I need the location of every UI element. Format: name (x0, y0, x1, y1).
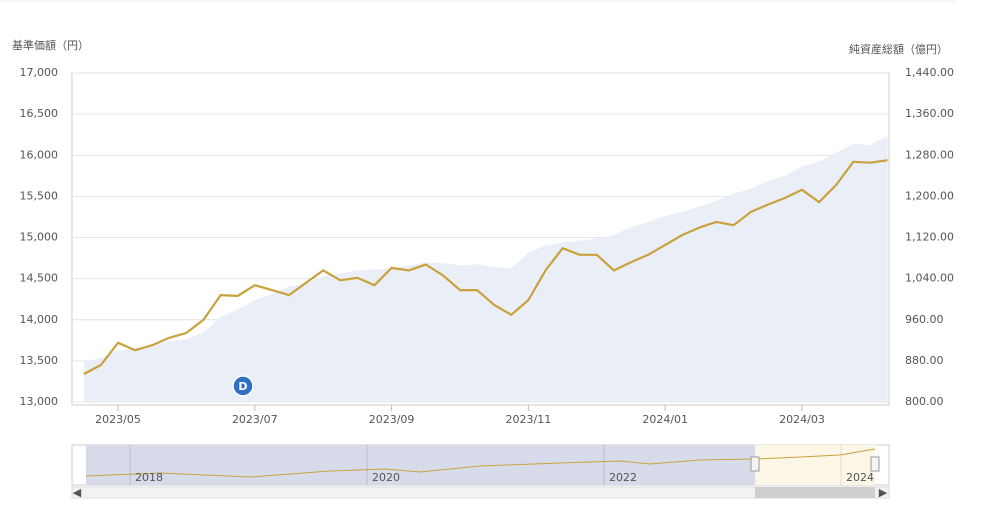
x-tick-label: 2023/07 (232, 413, 278, 426)
y2-tick-label: 1,360.00 (905, 107, 954, 120)
y2-tick-label: 1,200.00 (905, 189, 954, 202)
x-tick-label: 2023/09 (369, 413, 415, 426)
x-tick-label: 2023/11 (506, 413, 552, 426)
navigator-label: 2022 (609, 471, 637, 484)
y-tick-label: 14,000 (20, 313, 59, 326)
y-tick-label: 15,500 (20, 189, 59, 202)
navigator-label: 2020 (372, 471, 400, 484)
y2-tick-label: 1,040.00 (905, 272, 954, 285)
line (83, 159, 888, 375)
scroll-left[interactable]: ◀ (73, 486, 82, 499)
navigator-label: 2018 (135, 471, 163, 484)
y2-axis-title: 純資産総額（億円） (849, 42, 948, 56)
y-tick-label: 13,500 (20, 354, 59, 367)
x-tick-label: 2024/01 (642, 413, 688, 426)
flag-marker (232, 375, 254, 397)
navigator-line (85, 448, 876, 478)
y2-tick-label: 800.00 (905, 395, 944, 408)
y2-tick-label: 880.00 (905, 354, 944, 367)
y-tick-label: 15,000 (20, 231, 59, 244)
y-tick-label: 16,000 (20, 148, 59, 161)
y2-tick-label: 1,120.00 (905, 231, 954, 244)
y2-tick-label: 1,440.00 (905, 66, 954, 79)
area (83, 135, 888, 402)
flag-label: D (238, 380, 247, 393)
y-tick-label: 16,500 (20, 107, 59, 120)
navigator: ◀ ▶ (71, 444, 890, 499)
scroll-right[interactable]: ▶ (879, 486, 888, 499)
y2-tick-label: 1,280.00 (905, 148, 954, 161)
y-tick-label: 13,000 (20, 395, 59, 408)
y-tick-label: 17,000 (20, 66, 59, 79)
y-tick-label: 14,500 (20, 272, 59, 285)
y-axis-title: 基準価額（円） (12, 38, 89, 52)
navigator-handle[interactable] (870, 456, 880, 472)
navigator-mask (86, 445, 755, 485)
navigator-window (755, 445, 875, 485)
scrollbar-thumb[interactable] (755, 487, 875, 498)
navigator-handle[interactable] (750, 456, 760, 472)
scrollbar-track[interactable] (71, 486, 890, 499)
x-tick-label: 2024/03 (779, 413, 825, 426)
y2-tick-label: 960.00 (905, 313, 944, 326)
navigator-label: 2024 (846, 471, 874, 484)
x-tick-label: 2023/05 (95, 413, 141, 426)
